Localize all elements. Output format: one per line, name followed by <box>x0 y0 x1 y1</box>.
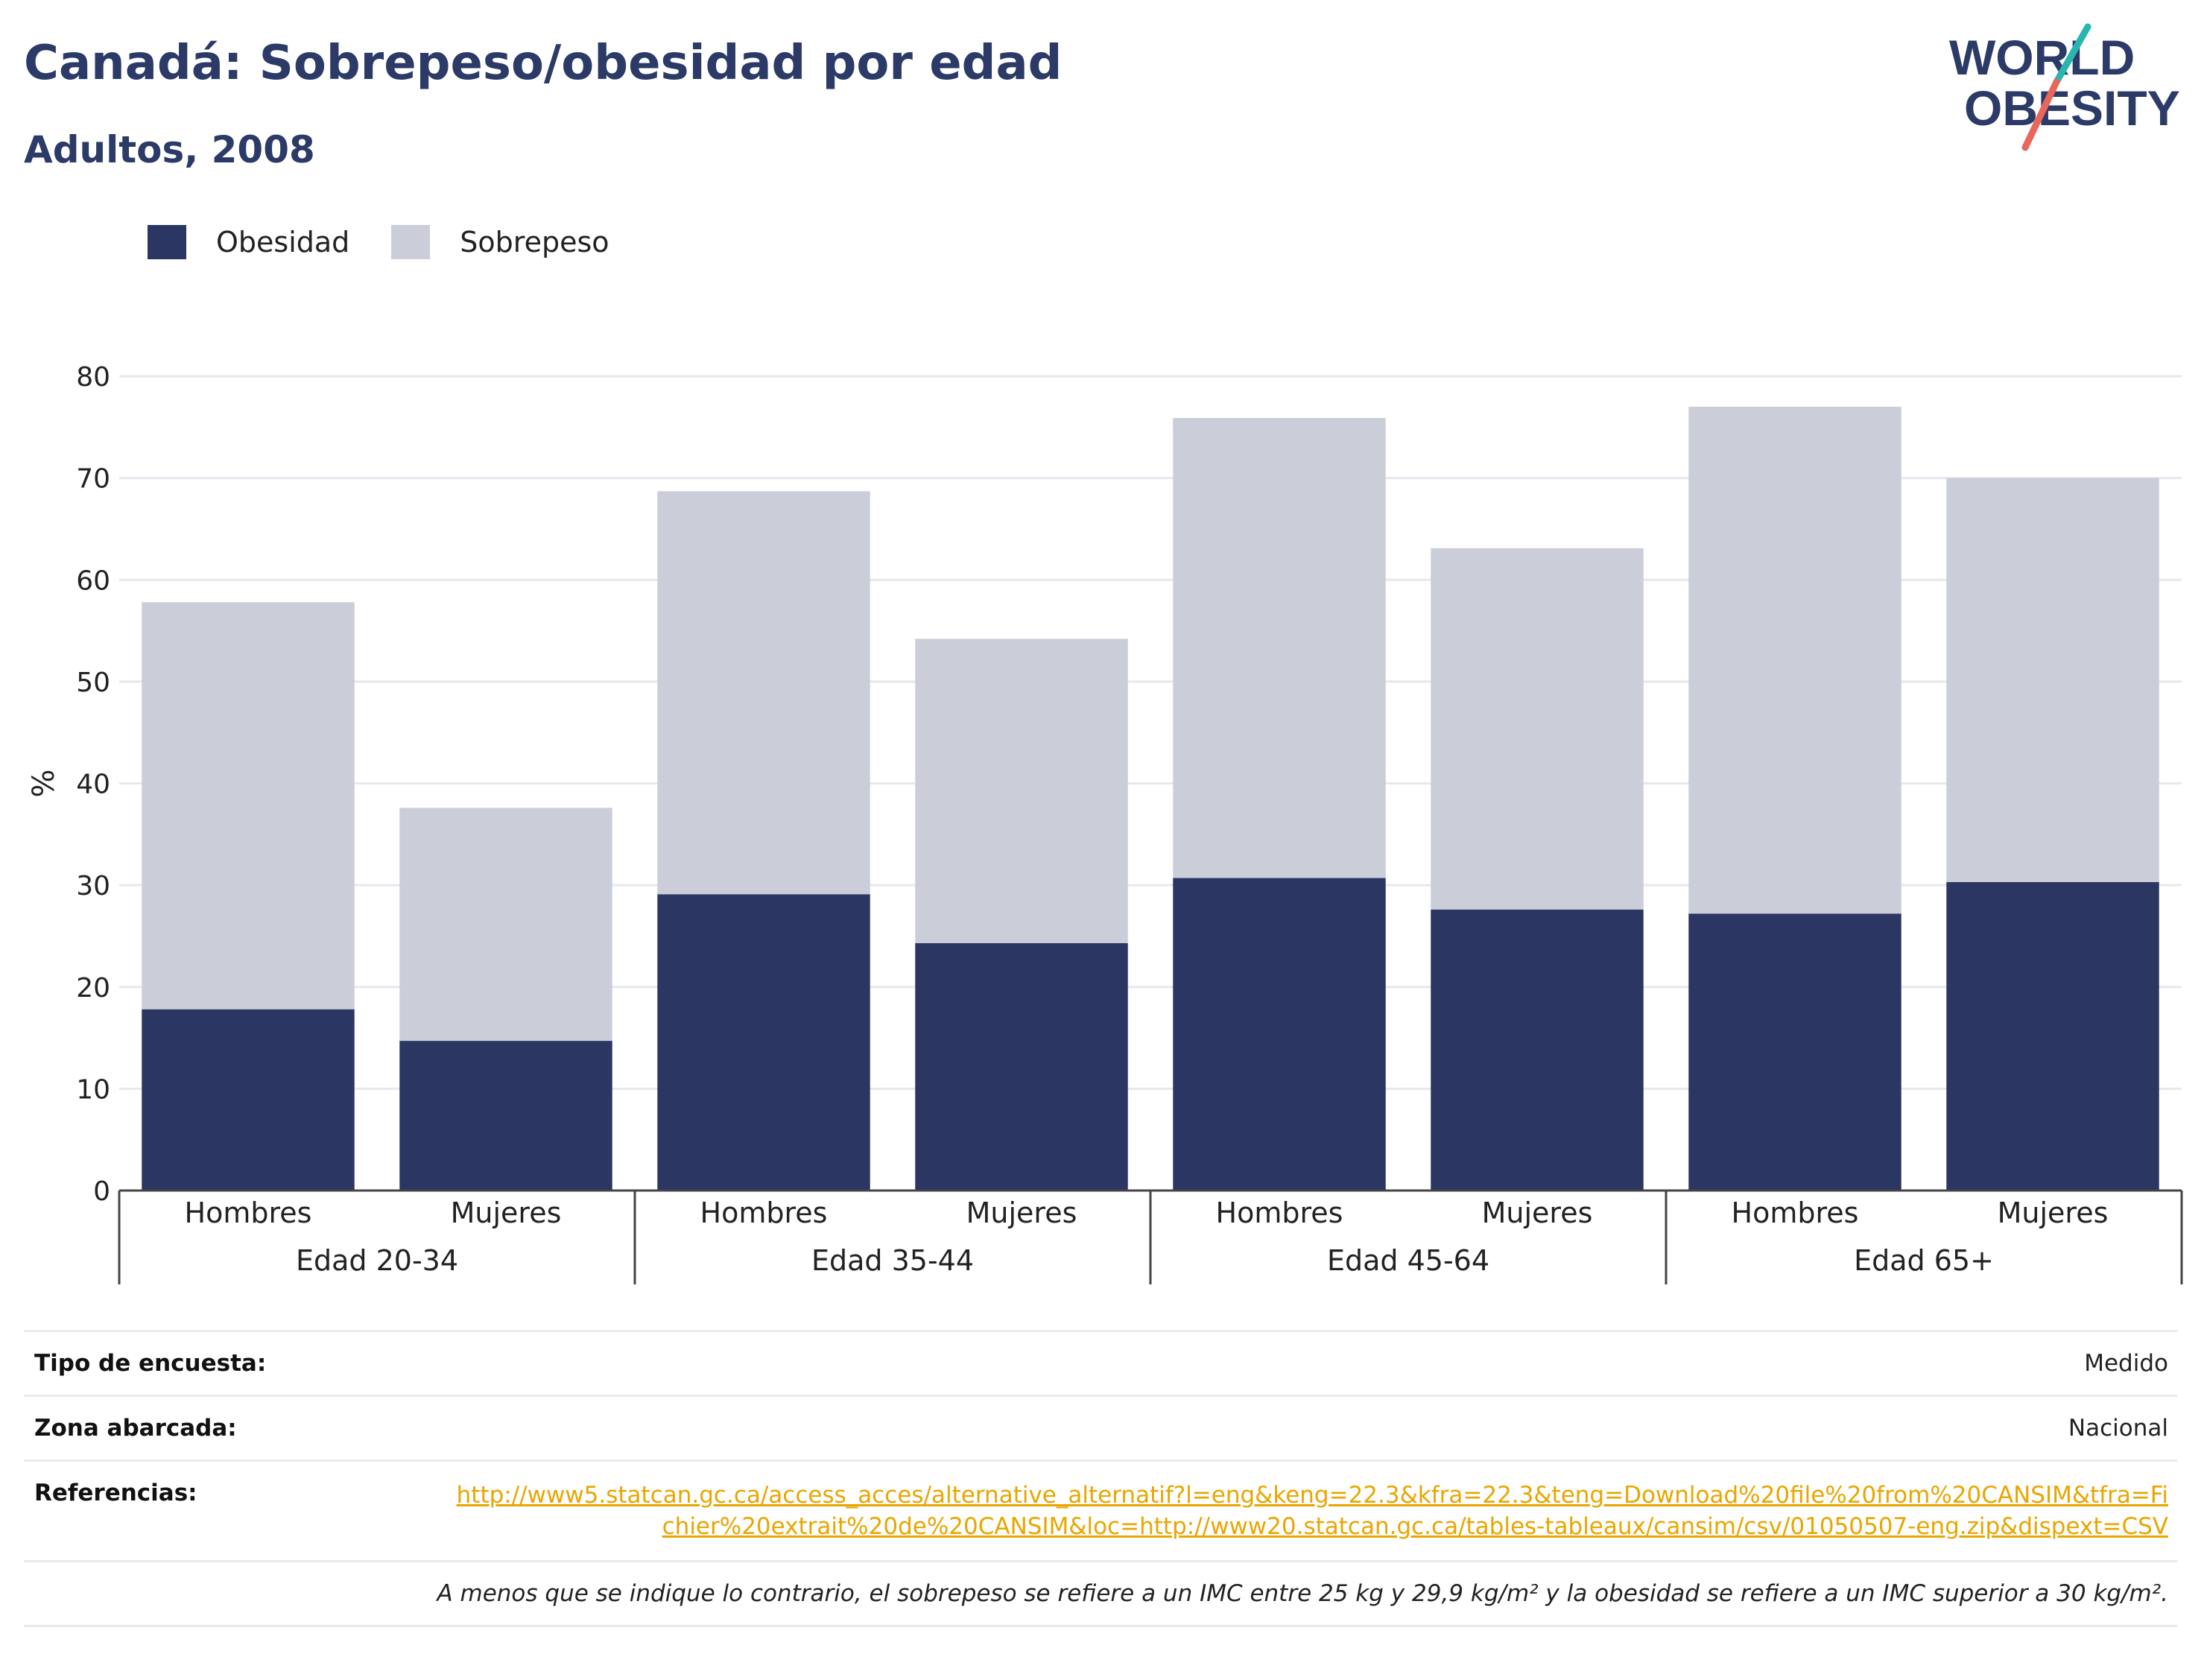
bar-obesidad <box>142 1009 355 1191</box>
x-group-label: Edad 20-34 <box>296 1244 458 1277</box>
y-axis-label: % <box>27 769 61 797</box>
bar-sobrepeso <box>1431 548 1644 910</box>
survey-value: Medido <box>2084 1350 2168 1377</box>
legend-item-sobrepeso[interactable]: Sobrepeso <box>391 225 609 259</box>
bar-obesidad <box>1688 913 1901 1191</box>
y-tick-label: 0 <box>93 1176 110 1207</box>
info-row-survey: Tipo de encuesta: Medido <box>24 1330 2177 1395</box>
y-tick-label: 80 <box>76 362 110 393</box>
legend-item-obesidad[interactable]: Obesidad <box>148 225 349 259</box>
bar-sobrepeso <box>657 491 870 895</box>
x-category-label: Mujeres <box>1482 1196 1593 1229</box>
x-category-label: Hombres <box>1732 1196 1859 1229</box>
y-tick-label: 60 <box>76 565 110 596</box>
x-group-label: Edad 35-44 <box>811 1244 974 1277</box>
bar-obesidad <box>1946 882 2159 1191</box>
chart-legend: Obesidad Sobrepeso <box>148 224 651 261</box>
x-category-label: Hombres <box>185 1196 312 1229</box>
x-category-label: Hombres <box>1216 1196 1343 1229</box>
info-row-refs: Referencias: http://www5.statcan.gc.ca/a… <box>24 1459 2177 1560</box>
x-category-label: Mujeres <box>451 1196 562 1229</box>
logo-slash-coral <box>2021 78 2060 151</box>
chart-title: Canadá: Sobrepeso/obesidad por edad <box>24 36 1063 91</box>
y-tick-label: 20 <box>76 973 110 1004</box>
bar-sobrepeso <box>1688 406 1901 914</box>
bar-sobrepeso <box>1173 418 1386 878</box>
chart-subtitle: Adultos, 2008 <box>24 128 315 171</box>
legend-swatch-sobrepeso <box>391 225 431 259</box>
logo-slash-teal <box>2053 23 2091 86</box>
info-row-note: A menos que se indique lo contrario, el … <box>24 1560 2177 1627</box>
bar-obesidad <box>1173 878 1386 1191</box>
bar-sobrepeso <box>915 638 1128 944</box>
y-tick-label: 50 <box>76 668 110 698</box>
bar-sobrepeso <box>142 602 355 1009</box>
bar-obesidad <box>657 894 870 1191</box>
bar-obesidad <box>1431 909 1644 1191</box>
stacked-bar-chart: 0 10 20 30 40 50 60 70 80% Hombres Mujeres Hombres M… <box>27 362 2183 1284</box>
area-value: Nacional <box>2068 1415 2168 1442</box>
logo-line2: OBESITY <box>1964 80 2180 136</box>
info-row-area: Zona abarcada: Nacional <box>24 1395 2177 1459</box>
world-obesity-logo: WORLD OBESITY <box>1949 23 2180 151</box>
x-category-label: Mujeres <box>966 1196 1077 1229</box>
refs-label: Referencias: <box>34 1480 197 1506</box>
area-label: Zona abarcada: <box>34 1415 237 1442</box>
logo-line1: WORLD <box>1949 30 2135 85</box>
bar-sobrepeso <box>399 808 612 1042</box>
x-group-label: Edad 45-64 <box>1327 1244 1489 1277</box>
legend-swatch-obesidad <box>148 225 186 259</box>
reference-link[interactable]: http://www5.statcan.gc.ca/access_acces/a… <box>456 1482 2168 1540</box>
x-category-label: Mujeres <box>1998 1196 2109 1229</box>
survey-label: Tipo de encuesta: <box>34 1350 267 1377</box>
y-tick-label: 30 <box>76 871 110 901</box>
bar-sobrepeso <box>1946 478 2159 883</box>
definition-note: A menos que se indique lo contrario, el … <box>437 1580 2168 1607</box>
legend-label-obesidad: Obesidad <box>216 226 350 259</box>
info-table: Tipo de encuesta: Medido Zona abarcada: … <box>24 1330 2177 1627</box>
x-group-label: Edad 65+ <box>1854 1244 1994 1277</box>
bar-obesidad <box>915 943 1128 1191</box>
y-tick-label: 10 <box>76 1074 110 1105</box>
y-tick-label: 70 <box>76 464 110 495</box>
legend-label-sobrepeso: Sobrepeso <box>460 226 609 259</box>
y-tick-label: 40 <box>76 770 110 800</box>
bar-obesidad <box>399 1041 612 1191</box>
x-category-label: Hombres <box>700 1196 828 1229</box>
